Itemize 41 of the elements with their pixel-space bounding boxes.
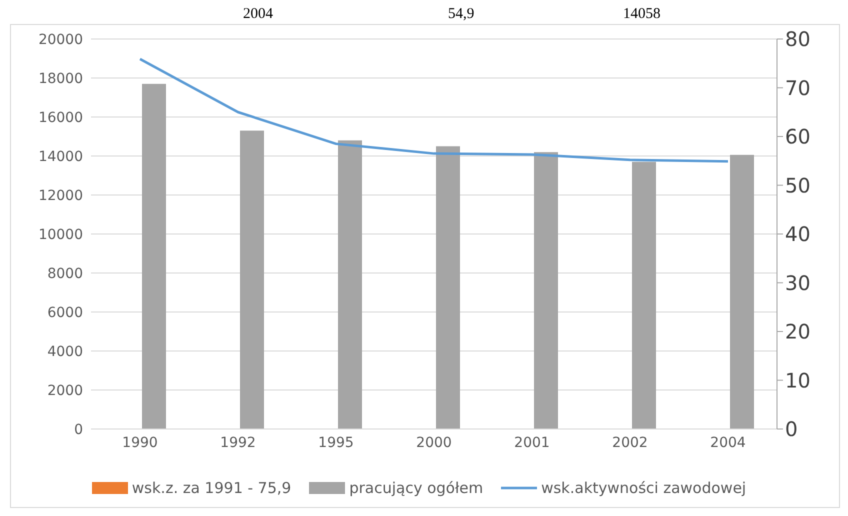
y2-tick-label: 10 (785, 368, 810, 392)
text: 2004 (243, 6, 273, 23)
line-series (138, 58, 730, 163)
bar (534, 152, 558, 429)
text: 14058 (623, 6, 660, 23)
x-tick-label: 1990 (122, 434, 158, 451)
x-tick-label: 2002 (612, 434, 648, 451)
y-tick-label: 16000 (38, 110, 83, 126)
y2-tick-label: 70 (785, 76, 810, 100)
y-tick-label: 14000 (38, 148, 83, 165)
y-tick-label: 4000 (47, 344, 83, 360)
y-tick-label: 8000 (47, 266, 83, 282)
y-tick-label: 0 (74, 422, 83, 438)
y2-tick-label: 40 (785, 222, 810, 246)
legend-label: pracujący ogółem (348, 479, 484, 497)
y-tick-label: 20000 (38, 32, 83, 48)
x-tick-label: 1995 (318, 434, 354, 451)
bar (240, 130, 264, 429)
y2-tick-label: 80 (785, 27, 810, 52)
y2-tick-label: 50 (785, 173, 810, 198)
bar (436, 146, 460, 429)
bar (632, 162, 656, 429)
bar (142, 84, 166, 429)
x-tick-label: 1992 (220, 434, 256, 451)
y2-tick-label: 0 (785, 417, 798, 442)
text: 54,9 (448, 6, 474, 23)
y2-tick-label: 20 (785, 320, 810, 344)
x-tick-label: 2001 (514, 434, 550, 451)
x-tick-label: 2000 (416, 434, 452, 451)
y-tick-label: 10000 (38, 226, 83, 243)
y-tick-label: 18000 (38, 70, 83, 87)
y2-tick-label: 60 (785, 124, 810, 149)
y-tick-label: 12000 (38, 188, 83, 204)
bar (730, 154, 754, 429)
x-tick-label: 2004 (710, 434, 746, 451)
bar (338, 140, 362, 429)
y-tick-label: 6000 (47, 304, 83, 321)
legend-label: wsk.aktywności zawodowej (540, 479, 746, 497)
y2-tick-label: 30 (785, 270, 810, 295)
y-tick-label: 2000 (47, 382, 83, 399)
legend-label: wsk.z. za 1991 - 75,9 (130, 479, 292, 497)
